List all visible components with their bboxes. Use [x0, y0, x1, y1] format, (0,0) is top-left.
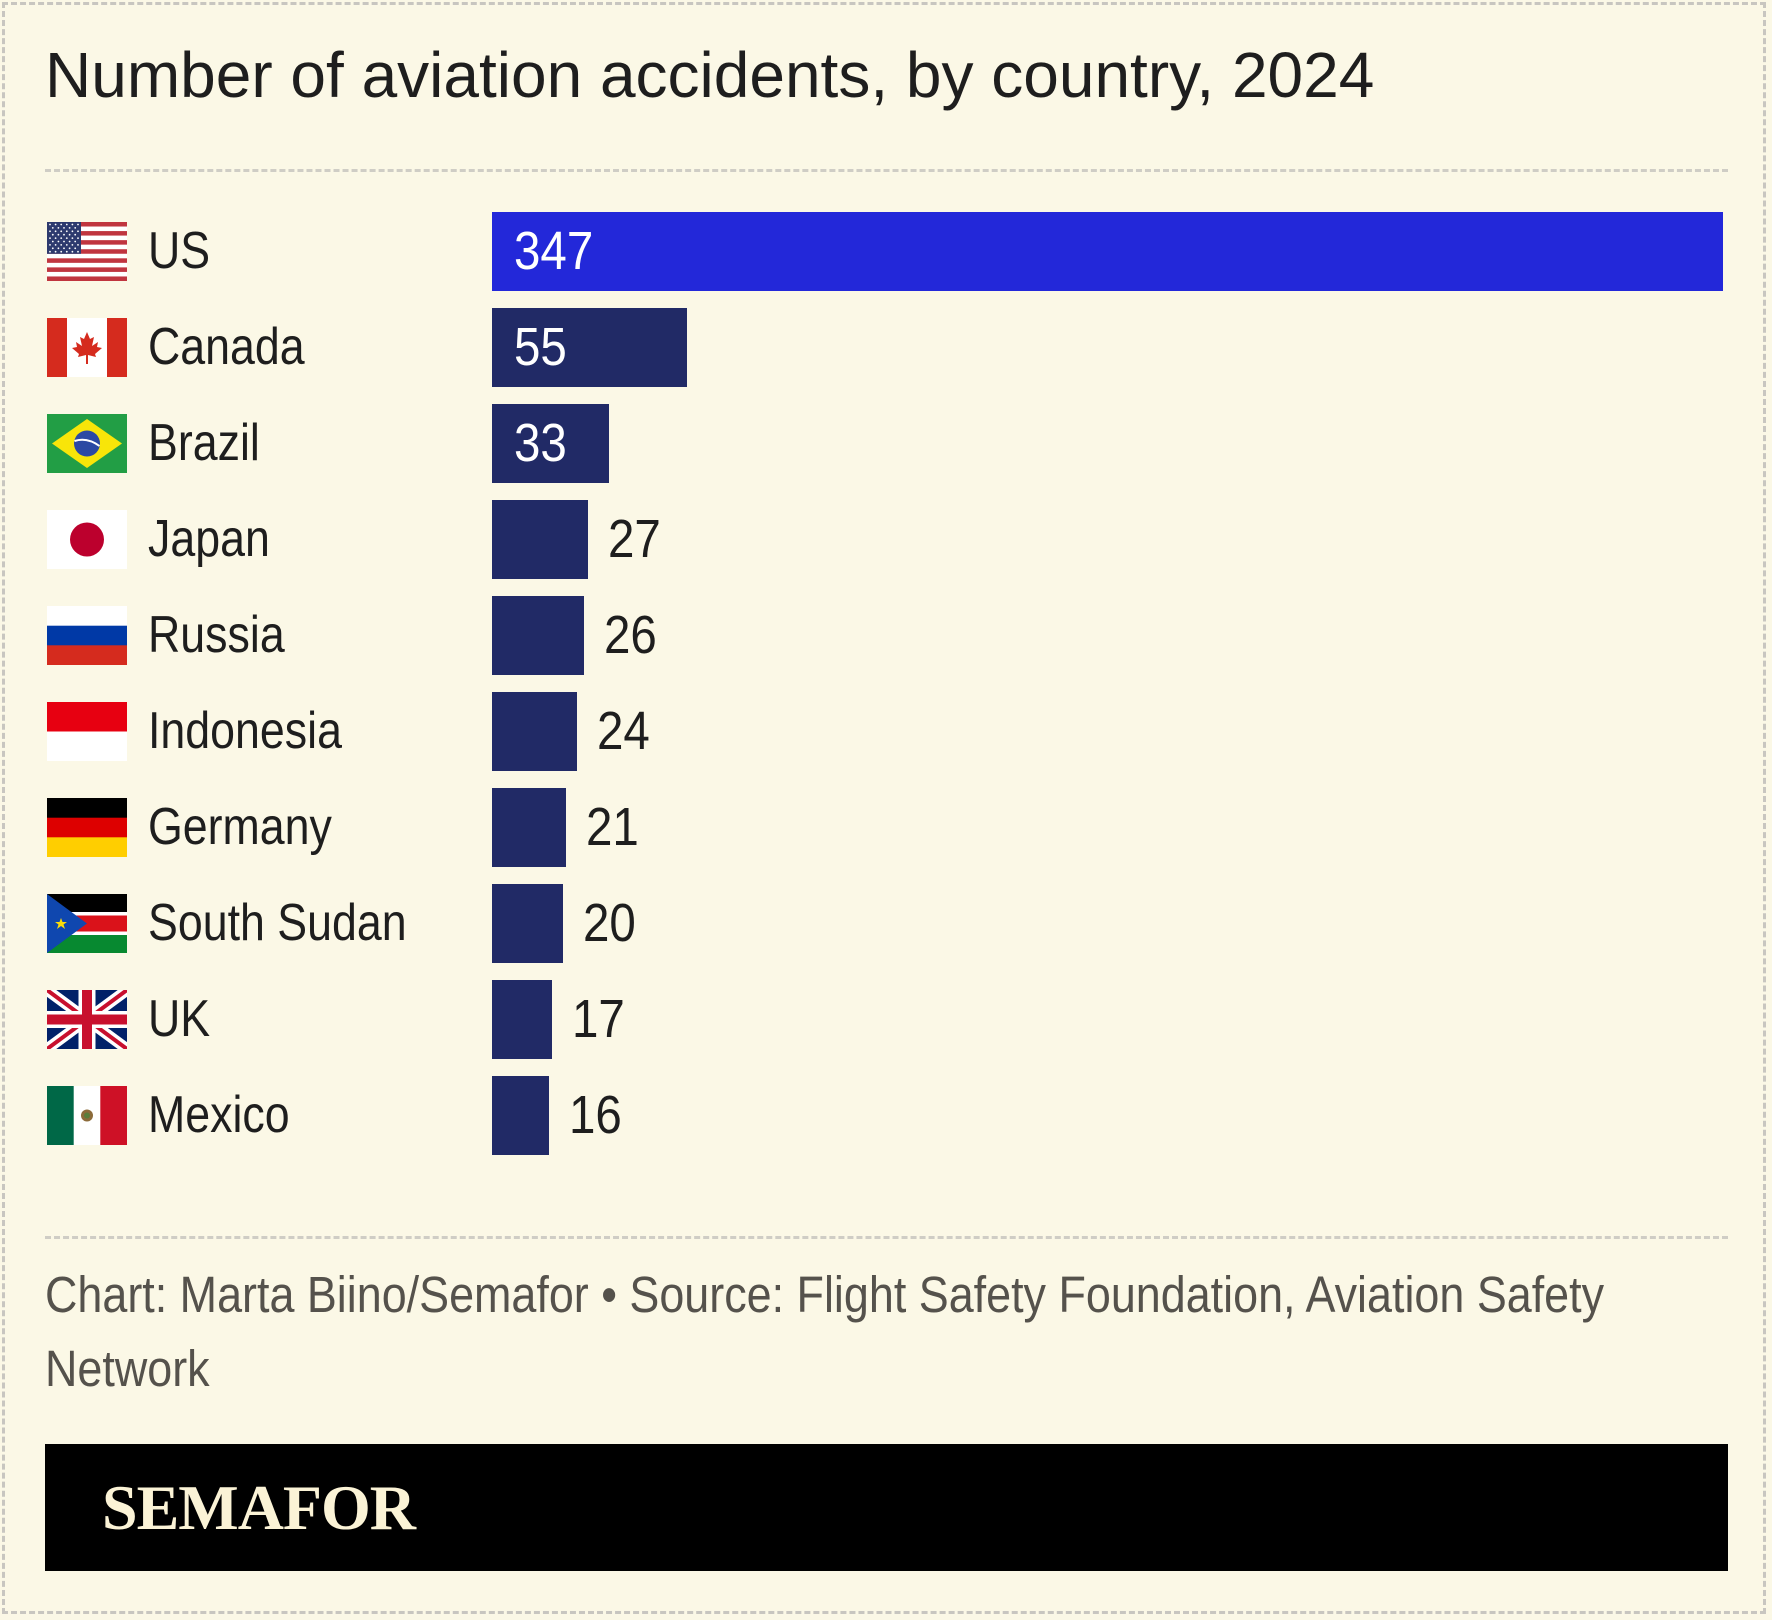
- russia-flag-icon: [47, 606, 127, 665]
- mexico-flag-icon: [47, 1086, 127, 1145]
- canada-flag-icon: [47, 318, 127, 377]
- bottom-divider: [45, 1236, 1728, 1239]
- bar-row-japan: Japan 27: [0, 500, 1772, 579]
- bar-row-us: US 347: [0, 212, 1772, 291]
- bar: [492, 212, 1723, 291]
- japan-flag-icon: [47, 510, 127, 569]
- brand-band: SEMAFOR: [45, 1444, 1728, 1571]
- data-label: 16: [568, 1085, 622, 1145]
- data-label: 21: [586, 797, 640, 857]
- data-label: 55: [514, 317, 567, 377]
- data-label: 27: [607, 509, 661, 569]
- brazil-flag-icon: [47, 414, 127, 473]
- bar: [492, 884, 563, 963]
- source-credit: Chart: Marta Biino/Semafor • Source: Fli…: [45, 1266, 1605, 1397]
- bar-row-canada: Canada 55: [0, 308, 1772, 387]
- data-label: 347: [514, 221, 594, 281]
- bar-row-uk: UK 17: [0, 980, 1772, 1059]
- bar-row-russia: Russia 26: [0, 596, 1772, 675]
- semafor-logo: SEMAFOR: [102, 1472, 416, 1543]
- bar: [492, 500, 588, 579]
- bar-row-indonesia: Indonesia 24: [0, 692, 1772, 771]
- bar-row-mexico: Mexico 16: [0, 1076, 1772, 1155]
- bar: [492, 980, 553, 1059]
- category-label: Indonesia: [148, 702, 342, 760]
- us-flag-icon: [47, 222, 127, 282]
- category-label: South Sudan: [148, 894, 407, 952]
- bar: [492, 404, 610, 483]
- category-label: Brazil: [148, 414, 260, 472]
- data-label: 33: [514, 413, 567, 473]
- data-label: 17: [572, 989, 626, 1049]
- category-label: Germany: [148, 798, 332, 856]
- chart-title: Number of aviation accidents, by country…: [45, 39, 1375, 111]
- category-label: US: [148, 222, 211, 280]
- indonesia-flag-icon: [47, 702, 127, 761]
- top-divider: [45, 169, 1728, 172]
- bar-row-germany: Germany 21: [0, 788, 1772, 867]
- bar-row-brazil: Brazil 33: [0, 404, 1772, 483]
- south-sudan-flag-icon: [47, 894, 127, 953]
- category-label: Canada: [148, 318, 305, 376]
- bar: [492, 692, 578, 771]
- category-label: UK: [148, 990, 211, 1048]
- bar: [492, 308, 688, 387]
- category-label: Japan: [148, 510, 270, 568]
- bar: [492, 1076, 549, 1155]
- category-label: Mexico: [148, 1086, 290, 1144]
- bar-row-south-sudan: South Sudan 20: [0, 884, 1772, 963]
- uk-flag-icon: [43, 985, 131, 1054]
- data-label: 24: [597, 701, 651, 761]
- category-label: Russia: [148, 606, 285, 664]
- bar: [492, 788, 567, 867]
- data-label: 26: [604, 605, 658, 665]
- germany-flag-icon: [47, 798, 127, 857]
- data-label: 20: [582, 893, 636, 953]
- bar: [492, 596, 585, 675]
